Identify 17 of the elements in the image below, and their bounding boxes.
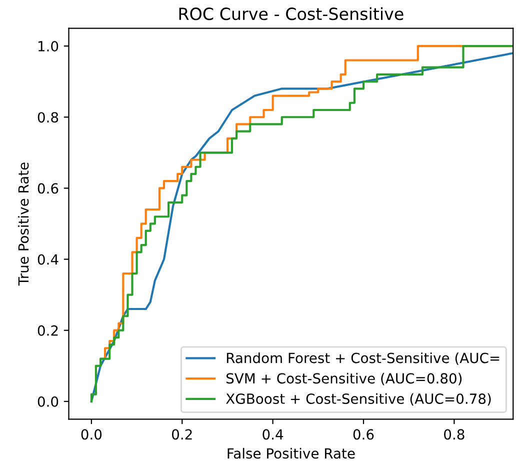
x-tick-label: 0.4 (262, 429, 284, 440)
x-tick-label: 0.2 (172, 429, 192, 440)
y-tick-label: 0.4 (38, 254, 58, 265)
y-tick-label: 0.2 (38, 325, 58, 336)
y-tick-label: 0.0 (38, 396, 58, 407)
legend-label: XGBoost + Cost-Sensitive (AUC=0.78) (226, 393, 491, 406)
x-tick-label: 0.6 (353, 429, 374, 440)
y-tick-label: 0.8 (38, 112, 58, 123)
x-axis-title: False Positive Rate (228, 448, 355, 459)
y-tick-label: 1.0 (38, 41, 58, 52)
legend-label: Random Forest + Cost-Sensitive (AUC= (226, 352, 500, 365)
y-tick-label: 0.6 (38, 183, 58, 194)
y-axis-title: True Positive Rate (18, 162, 29, 286)
x-tick-label: 0.0 (81, 429, 102, 440)
legend-label: SVM + Cost-Sensitive (AUC=0.80) (226, 372, 462, 386)
x-tick-label: 0.8 (444, 429, 464, 440)
chart-title: ROC Curve - Cost-Sensitive (179, 7, 404, 20)
